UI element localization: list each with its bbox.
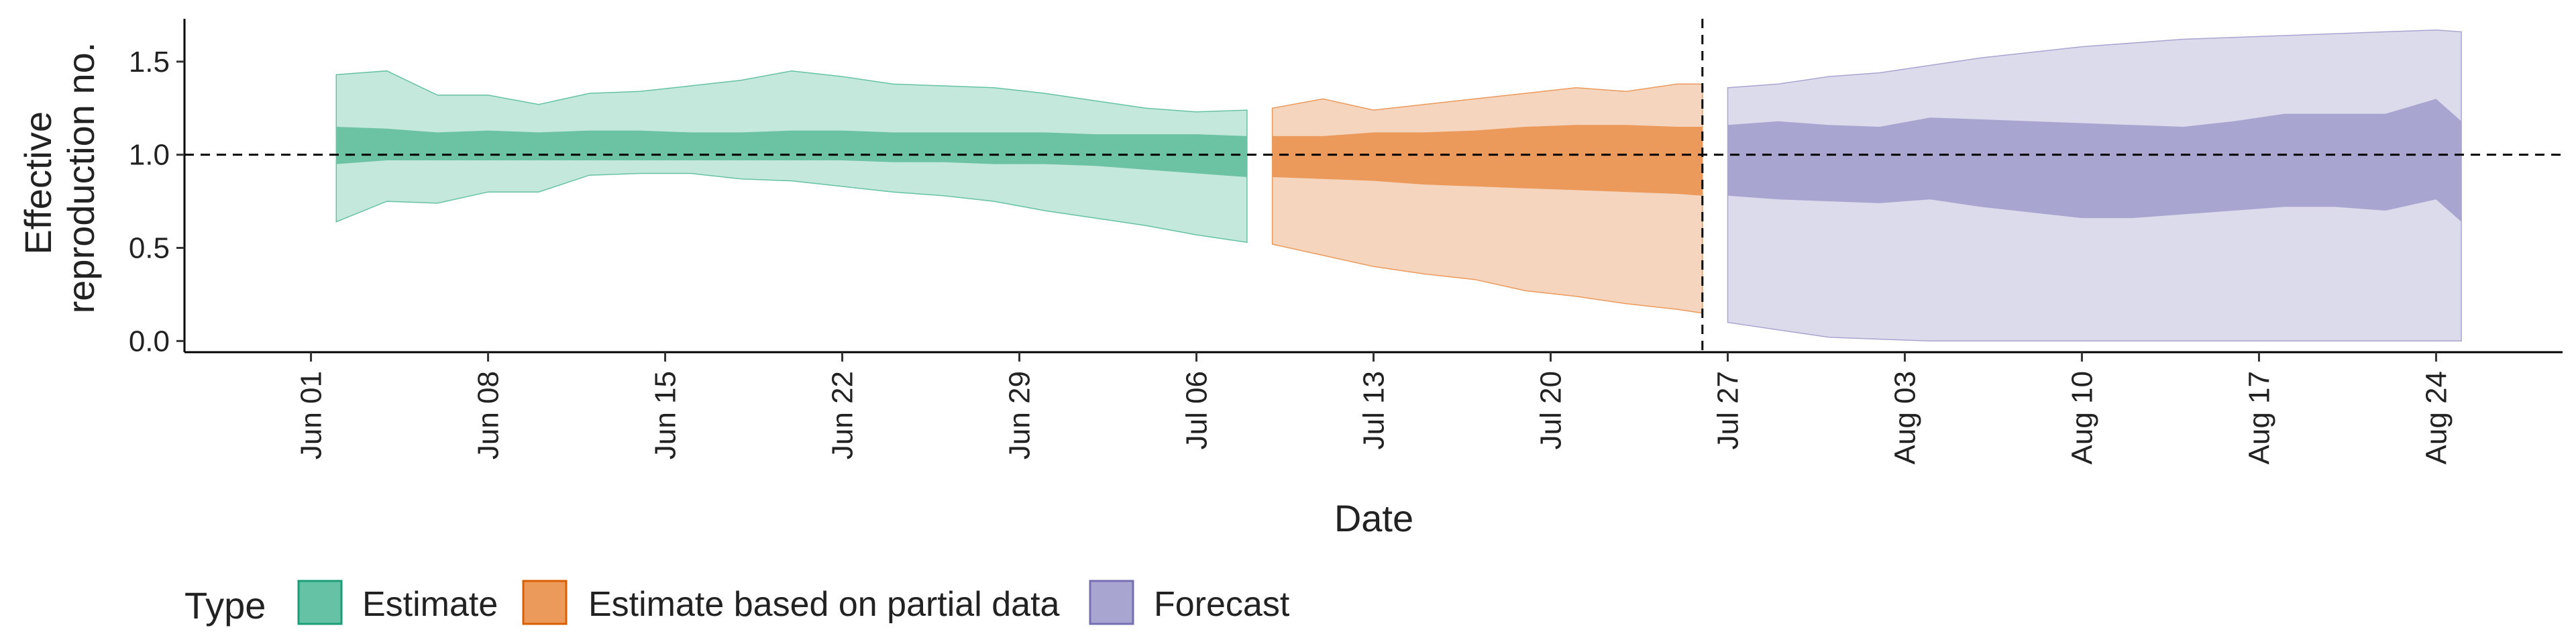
y-tick-label: 0.5 — [129, 232, 170, 265]
plot-bands — [335, 29, 2462, 342]
y-tick-label: 1.0 — [129, 139, 170, 172]
x-tick-label: Jun 29 — [1004, 371, 1036, 460]
x-tick-label: Jul 13 — [1358, 371, 1391, 449]
x-tick-label: Jun 22 — [826, 371, 859, 460]
y-tick-label: 1.5 — [129, 46, 170, 78]
legend-label-partial: Estimate based on partial data — [588, 585, 1060, 624]
y-axis-ticks: 0.0 0.5 1.0 1.5 — [129, 46, 184, 358]
y-axis-title-line-2: reproduction no. — [60, 42, 102, 314]
x-axis-ticks: Jun 01 Jun 08 Jun 15 Jun 22 Jun 29 Jul 06 Jul … — [295, 352, 2453, 464]
x-tick-label: Jul 06 — [1181, 371, 1214, 449]
band-50-estimate — [336, 127, 1247, 177]
band-90-partial — [1271, 83, 1703, 314]
reference-lines — [184, 19, 2563, 352]
x-tick-label: Jun 08 — [472, 371, 505, 460]
x-tick-label: Jun 15 — [649, 371, 682, 460]
x-tick-label: Aug 03 — [1889, 371, 1922, 464]
y-axis-title: Effective reproduction no. — [17, 42, 102, 314]
x-tick-label: Aug 17 — [2243, 371, 2275, 464]
x-tick-label: Jul 20 — [1535, 371, 1568, 449]
band-50-partial — [1272, 125, 1703, 196]
y-tick-label: 0.0 — [129, 325, 170, 358]
legend-label-estimate: Estimate — [362, 585, 498, 624]
legend-title: Type — [184, 584, 266, 627]
band-50-forecast — [1727, 99, 2462, 222]
x-tick-label: Aug 24 — [2420, 371, 2453, 464]
x-axis-title: Date — [1334, 497, 1413, 539]
legend-swatch-estimate — [297, 580, 343, 625]
x-tick-label: Jun 01 — [295, 371, 328, 460]
legend-swatch-forecast — [1089, 580, 1134, 625]
x-tick-label: Jul 27 — [1712, 371, 1745, 449]
legend-swatch-partial — [522, 580, 568, 625]
legend-label-forecast: Forecast — [1154, 585, 1290, 624]
legend: Type Estimate Estimate based on partial … — [184, 580, 1290, 627]
x-tick-label: Aug 10 — [2066, 371, 2099, 464]
y-axis-title-line-1: Effective — [17, 111, 59, 255]
